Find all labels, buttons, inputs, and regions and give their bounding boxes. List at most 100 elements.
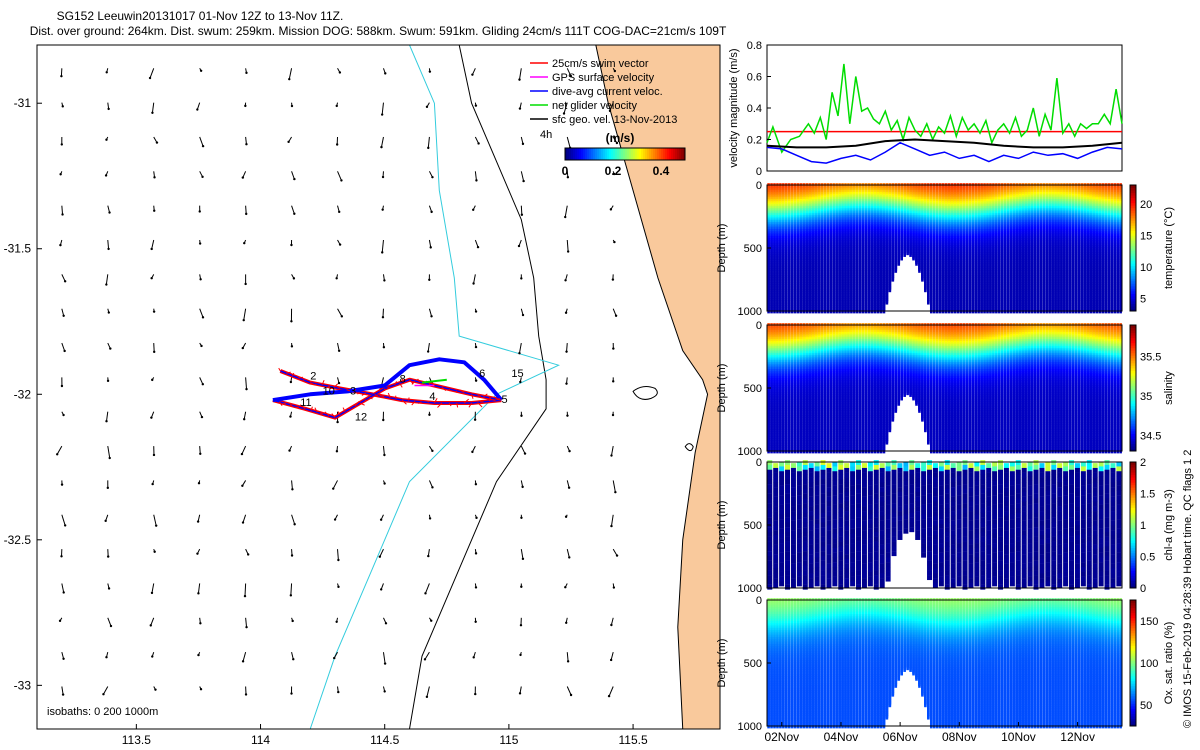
- geo-velocity-arrow: [382, 308, 384, 318]
- swim-vector: [409, 379, 414, 385]
- geo-velocity-arrow: [196, 102, 201, 110]
- geo-velocity-arrow: [610, 652, 614, 661]
- geo-velocity-arrow-head: [290, 692, 293, 695]
- geo-velocity-arrow-head: [566, 414, 569, 417]
- swim-vector: [299, 404, 306, 410]
- map-colorbar-cell: [651, 148, 654, 160]
- velocity-series-line: [766, 141, 1123, 164]
- geo-velocity-arrow-head: [609, 208, 613, 211]
- geo-velocity-arrow-head: [105, 138, 108, 141]
- geo-velocity-arrow-head: [150, 416, 153, 419]
- geo-velocity-arrow-head: [340, 179, 343, 182]
- geo-velocity-arrow: [474, 171, 477, 181]
- day-label: 11: [300, 397, 311, 409]
- map-ytick-label: -33: [14, 678, 32, 692]
- geo-velocity-arrow-head: [518, 78, 521, 81]
- geo-velocity-arrow: [337, 171, 342, 181]
- map-colorbar-cell: [595, 148, 598, 160]
- geo-velocity-arrow-head: [290, 320, 293, 323]
- geo-velocity-arrow-head: [104, 174, 108, 177]
- geo-velocity-arrow-head: [289, 594, 293, 597]
- geo-velocity-arrow: [520, 205, 523, 215]
- geo-velocity-arrow: [103, 686, 109, 695]
- geo-velocity-arrow: [610, 514, 614, 527]
- geo-velocity-arrow-head: [383, 690, 386, 693]
- day-label: 3: [350, 385, 356, 397]
- geo-velocity-arrow-head: [613, 69, 617, 73]
- geo-velocity-arrow-head: [154, 688, 157, 691]
- geo-velocity-arrow-head: [424, 592, 427, 595]
- map-colorbar-cell: [665, 148, 668, 160]
- swim-vector: [456, 402, 459, 408]
- geo-velocity-arrow-head: [474, 310, 478, 313]
- geo-velocity-arrow: [610, 445, 614, 456]
- geo-velocity-arrow-head: [154, 524, 158, 527]
- geo-velocity-arrow-head: [384, 72, 387, 75]
- geo-velocity-arrow-head: [105, 420, 108, 423]
- geo-velocity-arrow-head: [60, 143, 63, 146]
- geo-velocity-arrow-head: [431, 486, 434, 489]
- geo-velocity-arrow-head: [429, 246, 432, 249]
- geo-velocity-arrow-head: [520, 277, 523, 280]
- geo-velocity-arrow-head: [151, 655, 154, 658]
- geo-velocity-arrow-head: [474, 345, 478, 349]
- swim-vector: [463, 398, 470, 404]
- swim-vector: [289, 404, 293, 406]
- swim-vector: [417, 378, 420, 383]
- geo-velocity-arrow-head: [379, 518, 383, 521]
- geo-velocity-arrow: [424, 651, 430, 660]
- heatmap-cell: [894, 267, 898, 273]
- geo-velocity-arrow-head: [55, 453, 59, 456]
- map-frame: [36, 44, 721, 730]
- geo-velocity-arrow-head: [425, 105, 429, 109]
- geo-velocity-arrow-head: [200, 415, 204, 419]
- geo-velocity-arrow-head: [614, 314, 618, 317]
- geo-velocity-arrow: [61, 342, 66, 352]
- map-colorbar-cell: [609, 148, 612, 160]
- heatmap-cell: [912, 255, 915, 261]
- geo-velocity-arrow-head: [151, 482, 154, 486]
- geo-velocity-arrow-head: [568, 556, 571, 559]
- glider-track-track_loop: [272, 357, 503, 403]
- swim-vector: [455, 390, 458, 393]
- geo-velocity-arrow-head: [383, 482, 386, 485]
- land-polygon: [595, 45, 720, 729]
- geo-velocity-arrow: [520, 445, 526, 454]
- swim-vector: [401, 399, 407, 405]
- geo-velocity-arrow-head: [199, 69, 203, 72]
- map-colorbar-cell: [653, 148, 656, 160]
- map-colorbar-side-label: 4h: [540, 129, 552, 141]
- geo-velocity-arrow-head: [244, 104, 247, 108]
- map-colorbar-cell: [579, 148, 582, 160]
- legend-entry: sfc geo. vel. 13-Nov-2013: [552, 114, 677, 126]
- geo-velocity-arrow-head: [60, 483, 64, 486]
- geo-velocity-arrow: [612, 480, 616, 493]
- heatmap-cell: [924, 287, 927, 293]
- geo-velocity-arrow-head: [612, 586, 616, 589]
- geo-velocity-arrow-head: [150, 277, 153, 280]
- geo-velocity-arrow-head: [289, 415, 292, 418]
- geo-velocity-arrow-head: [520, 213, 524, 216]
- geo-velocity-arrow-head: [565, 350, 568, 353]
- geo-velocity-arrow-head: [197, 653, 200, 657]
- geo-velocity-arrow-head: [245, 212, 248, 216]
- geo-velocity-arrow-head: [245, 71, 248, 75]
- swim-vector: [468, 402, 473, 408]
- geo-velocity-arrow-head: [152, 350, 156, 354]
- map-colorbar-cell: [631, 148, 634, 160]
- geo-velocity-arrow-head: [425, 695, 429, 699]
- geo-velocity-arrow-head: [384, 622, 388, 625]
- geo-velocity-arrow-head: [105, 283, 108, 286]
- heatmap-cell: [906, 250, 909, 256]
- swim-vector: [399, 382, 403, 388]
- map-colorbar-cell: [587, 148, 590, 160]
- geo-velocity-arrow-head: [607, 694, 611, 698]
- heatmap-cell: [903, 251, 906, 257]
- rottnest-island: [632, 385, 658, 400]
- geo-velocity-arrow-head: [518, 692, 522, 695]
- geo-velocity-arrow-head: [198, 210, 201, 213]
- geo-velocity-arrow: [106, 411, 109, 422]
- geo-velocity-arrow-head: [243, 594, 247, 598]
- map-colorbar-cell: [641, 148, 644, 160]
